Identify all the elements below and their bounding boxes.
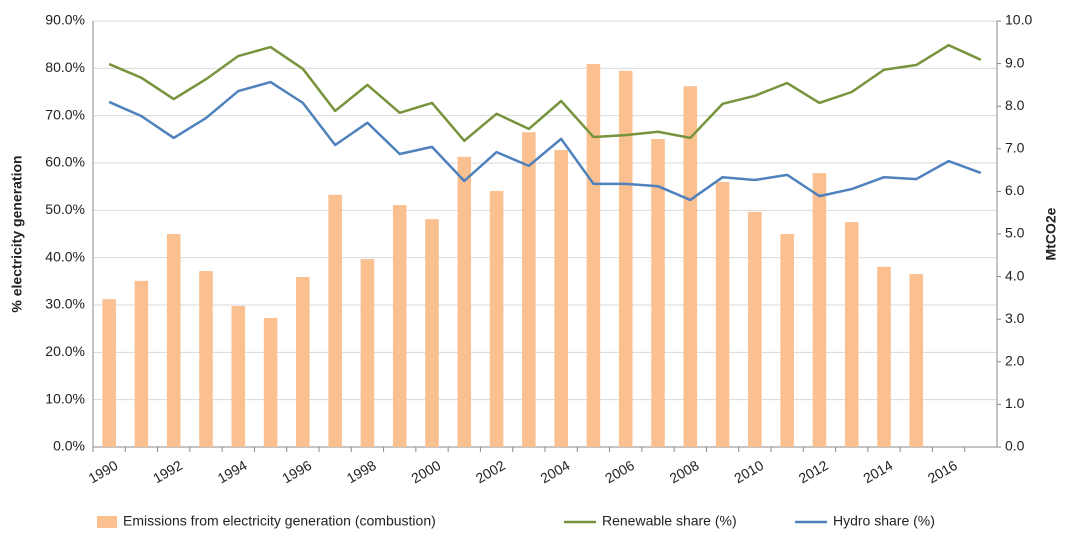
y2-tick-label: 3.0 bbox=[1005, 310, 1025, 326]
bar bbox=[328, 194, 342, 447]
x-tick-label: 2008 bbox=[667, 457, 702, 487]
y-tick-label: 0.0% bbox=[53, 438, 85, 454]
x-tick-label: 2014 bbox=[860, 457, 895, 487]
line bbox=[108, 80, 982, 202]
x-tick-label: 2006 bbox=[602, 457, 637, 487]
legend-swatch bbox=[97, 516, 117, 528]
x-tick-label: 1990 bbox=[86, 457, 121, 487]
y2-tick-label: 6.0 bbox=[1005, 182, 1025, 198]
bar bbox=[231, 305, 246, 447]
legend-label: Hydro share (%) bbox=[833, 513, 935, 529]
y-tick-label: 30.0% bbox=[45, 296, 85, 312]
y-tick-label: 50.0% bbox=[45, 201, 85, 217]
x-tick-label: 1992 bbox=[150, 457, 185, 487]
y-tick-label: 10.0% bbox=[45, 390, 85, 406]
bar bbox=[425, 219, 439, 447]
bar bbox=[554, 150, 568, 447]
y2-tick-label: 2.0 bbox=[1005, 353, 1025, 369]
bar bbox=[134, 280, 149, 447]
x-tick-label: 1998 bbox=[344, 457, 379, 487]
bar bbox=[199, 271, 213, 447]
y2-tick-label: 4.0 bbox=[1005, 267, 1025, 283]
bar bbox=[296, 277, 310, 447]
y-tick-label: 20.0% bbox=[45, 343, 85, 359]
x-tick-label: 2004 bbox=[538, 457, 573, 487]
bar bbox=[102, 299, 116, 447]
bar bbox=[877, 266, 891, 447]
bar bbox=[360, 259, 375, 447]
y2-axis-title: MtCO2e bbox=[1043, 207, 1059, 260]
bar bbox=[586, 64, 601, 447]
y-tick-label: 60.0% bbox=[45, 154, 85, 170]
bar bbox=[683, 86, 698, 447]
y2-tick-label: 9.0 bbox=[1005, 54, 1025, 70]
bar bbox=[651, 139, 665, 447]
y2-tick-label: 5.0 bbox=[1005, 225, 1025, 241]
bar bbox=[392, 205, 407, 447]
x-tick-label: 2012 bbox=[796, 457, 831, 487]
y2-tick-label: 7.0 bbox=[1005, 140, 1025, 156]
y-tick-label: 40.0% bbox=[45, 248, 85, 264]
legend-label: Emissions from electricity generation (c… bbox=[123, 513, 436, 529]
legend-label: Renewable share (%) bbox=[602, 513, 737, 529]
line bbox=[108, 43, 982, 143]
bar bbox=[909, 274, 924, 447]
x-tick-label: 1994 bbox=[215, 457, 250, 487]
x-tick-label: 2010 bbox=[731, 457, 766, 487]
bar bbox=[263, 317, 278, 447]
bar bbox=[618, 70, 633, 447]
y2-tick-label: 8.0 bbox=[1005, 97, 1025, 113]
y-tick-label: 70.0% bbox=[45, 106, 85, 122]
y-tick-label: 80.0% bbox=[45, 59, 85, 75]
bar bbox=[489, 190, 504, 447]
y2-tick-label: 1.0 bbox=[1005, 395, 1025, 411]
bar bbox=[166, 234, 181, 447]
y-axis-title: % electricity generation bbox=[9, 155, 25, 312]
bar bbox=[748, 211, 762, 447]
x-tick-label: 1996 bbox=[279, 457, 314, 487]
bar bbox=[522, 132, 536, 447]
y2-tick-label: 10.0 bbox=[1005, 12, 1032, 28]
x-tick-label: 2000 bbox=[408, 457, 443, 487]
y-tick-label: 90.0% bbox=[45, 12, 85, 28]
bar bbox=[780, 234, 794, 447]
y2-tick-label: 0.0 bbox=[1005, 438, 1025, 454]
x-tick-label: 2002 bbox=[473, 457, 508, 487]
bar bbox=[812, 173, 827, 447]
bar bbox=[457, 156, 472, 448]
x-tick-label: 2016 bbox=[925, 457, 960, 487]
bar bbox=[844, 222, 859, 447]
bar bbox=[715, 182, 730, 447]
